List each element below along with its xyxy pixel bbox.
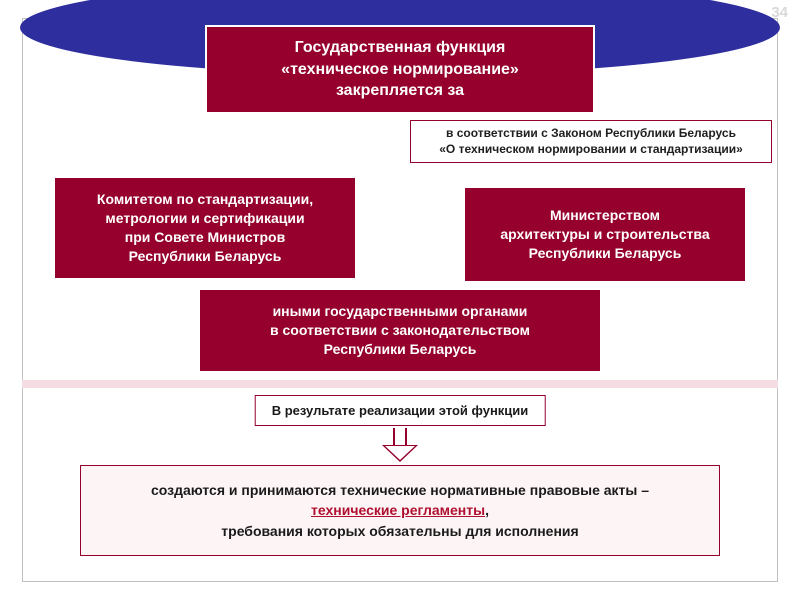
header-box: Государственная функция «техническое нор…	[205, 25, 595, 114]
result-line-highlight: технические регламенты,	[99, 500, 701, 520]
result-label-box: В результате реализации этой функции	[255, 395, 546, 426]
highlight-suffix: ,	[485, 502, 489, 518]
result-line: создаются и принимаются технические норм…	[99, 480, 701, 500]
box-line: Республики Беларусь	[67, 247, 343, 266]
box-line: архитектуры и строительства	[479, 225, 731, 244]
result-divider	[22, 380, 778, 388]
committee-box: Комитетом по стандартизации, метрологии …	[55, 178, 355, 278]
result-line: требования которых обязательны для испол…	[99, 521, 701, 541]
law-note-box: в соответствии с Законом Республики Бела…	[410, 120, 772, 163]
box-line: Министерством	[479, 206, 731, 225]
arrow-down-icon	[382, 428, 418, 462]
other-bodies-box: иными государственными органами в соотве…	[200, 290, 600, 371]
law-note-line: в соответствии с Законом Республики Бела…	[417, 126, 765, 142]
header-line: «техническое нормирование»	[223, 59, 577, 81]
box-line: Комитетом по стандартизации,	[67, 190, 343, 209]
result-label-text: В результате реализации этой функции	[272, 403, 529, 418]
box-line: Республики Беларусь	[214, 340, 586, 359]
law-note-line: «О техническом нормировании и стандартиз…	[417, 142, 765, 158]
box-line: иными государственными органами	[214, 302, 586, 321]
box-line: при Совете Министров	[67, 228, 343, 247]
header-line: Государственная функция	[223, 37, 577, 59]
result-box: создаются и принимаются технические норм…	[80, 465, 720, 556]
box-line: Республики Беларусь	[479, 244, 731, 263]
header-line: закрепляется за	[223, 80, 577, 102]
highlight-text: технические регламенты	[311, 502, 485, 518]
box-line: в соответствии с законодательством	[214, 321, 586, 340]
ministry-box: Министерством архитектуры и строительств…	[465, 188, 745, 281]
box-line: метрологии и сертификации	[67, 209, 343, 228]
